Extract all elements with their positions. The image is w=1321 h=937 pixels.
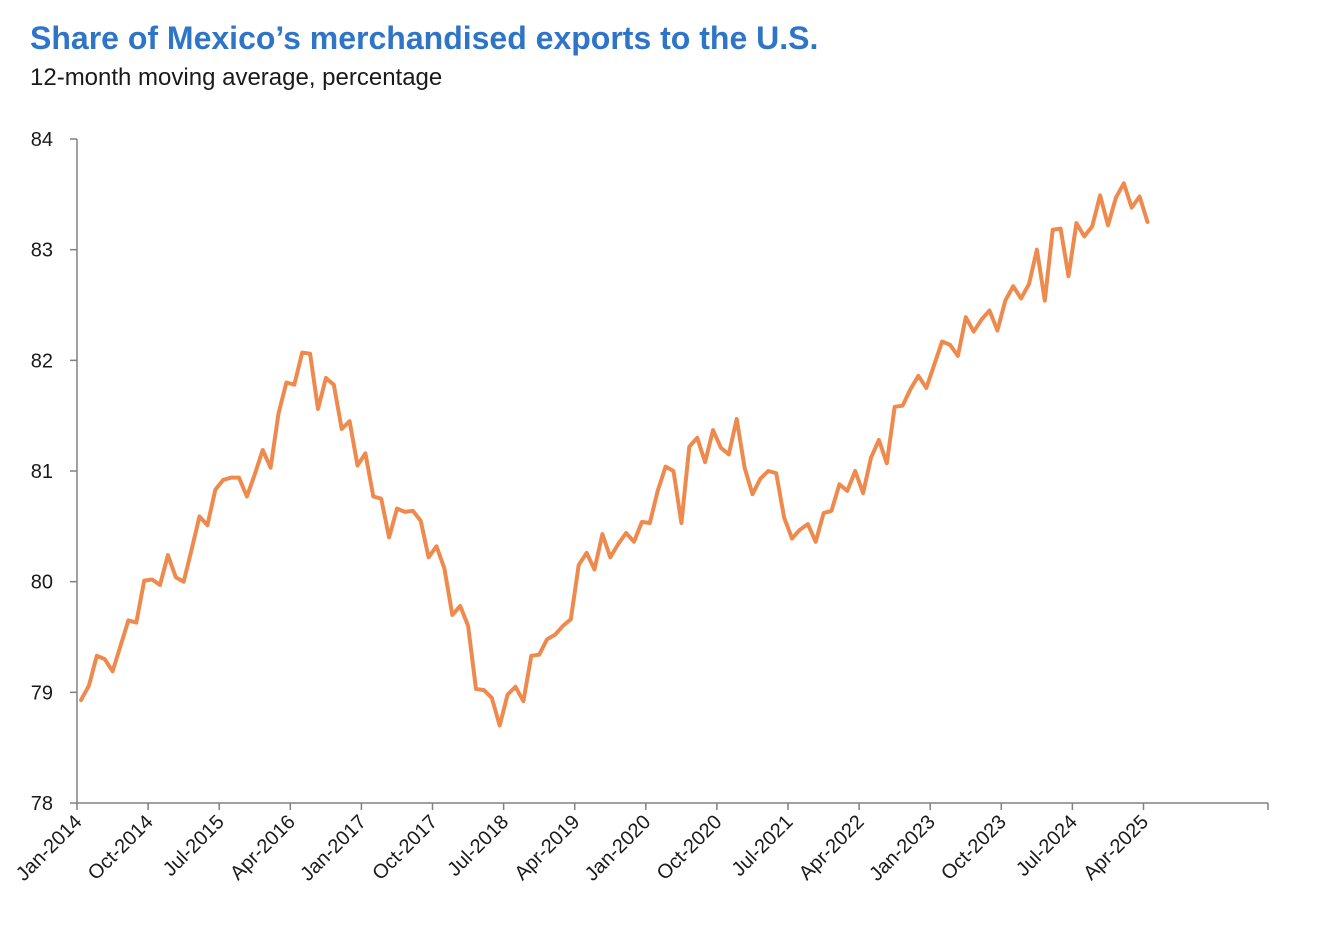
x-tick-label: Jan-2023 [865,811,940,886]
series-layer [79,181,1150,728]
y-tick-label: 83 [31,240,53,262]
x-tick-label: Jul-2024 [1012,811,1082,881]
y-tick-label: 82 [31,350,53,372]
chart-subtitle: 12-month moving average, percentage [30,64,443,91]
x-tick-label: Jul-2015 [159,811,229,881]
x-tick-label: Jan-2020 [581,811,656,886]
x-tick-label: Jan-2017 [296,811,371,886]
y-axis: 78 79 80 81 82 83 84 [31,129,78,815]
x-tick-label: Apr-2022 [795,811,869,885]
y-tick-label: 78 [31,793,53,815]
x-tick-label: Apr-2016 [226,811,300,885]
y-tick-label: 84 [31,129,53,151]
x-tick-label: Oct-2020 [653,811,727,885]
series-line [79,181,1150,728]
x-tick-label: Jul-2018 [443,811,513,881]
y-tick-label: 80 [31,572,53,594]
x-tick-label: Apr-2019 [510,811,584,885]
x-tick-label: Oct-2014 [84,811,158,885]
y-tick-label: 81 [31,461,53,483]
x-tick-label: Oct-2023 [937,811,1011,885]
x-tick-label: Jul-2021 [728,811,798,881]
x-tick-label: Apr-2025 [1079,811,1153,885]
y-tick-label: 79 [31,682,53,704]
x-tick-label: Oct-2017 [368,811,442,885]
chart-title: Share of Mexico’s merchandised exports t… [30,20,819,56]
x-tick-label: Jan-2014 [12,811,87,886]
